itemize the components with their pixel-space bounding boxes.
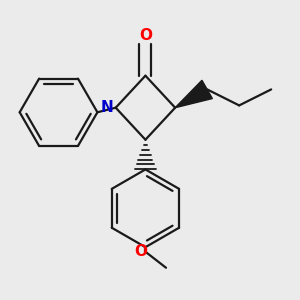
Text: O: O [134,244,147,259]
Text: O: O [139,28,152,43]
Text: N: N [101,100,113,115]
Polygon shape [175,80,212,108]
